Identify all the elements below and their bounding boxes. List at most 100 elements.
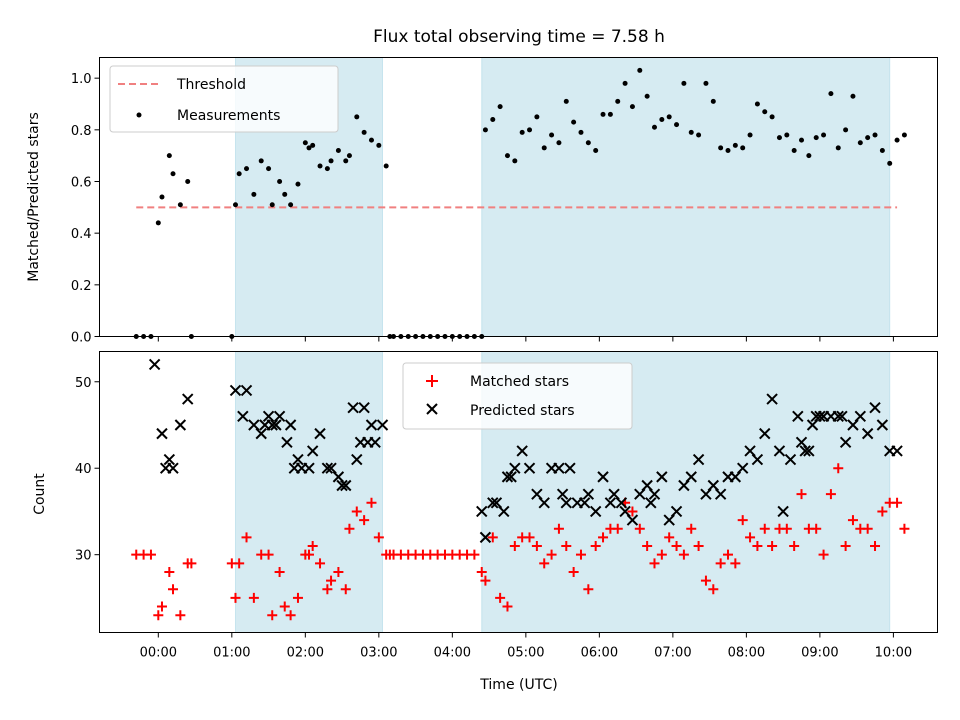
matched-star-point xyxy=(279,601,290,612)
matched-star-point xyxy=(480,575,491,586)
y-tick-label: 0.2 xyxy=(71,279,92,294)
measurement-point xyxy=(629,104,635,110)
predicted-star-point xyxy=(303,462,315,474)
measurement-point xyxy=(258,158,264,164)
predicted-star-point xyxy=(487,497,499,509)
predicted-star-point xyxy=(645,497,657,509)
matched-star-point xyxy=(796,489,807,500)
predicted-star-point xyxy=(582,488,595,500)
y-axis-label-top: Matched/Predicted stars xyxy=(26,112,42,282)
predicted-star-point xyxy=(714,488,727,500)
matched-star-point xyxy=(708,584,719,595)
legend-measurements-label: Measurements xyxy=(177,108,280,124)
y-tick-label: 0.0 xyxy=(71,331,92,346)
predicted-star-points xyxy=(148,358,903,544)
predicted-star-point xyxy=(281,436,293,448)
measurement-point xyxy=(615,98,621,104)
measurement-point xyxy=(843,127,849,133)
measurement-point xyxy=(541,145,547,151)
matched-star-point xyxy=(789,541,800,552)
measurement-point xyxy=(718,145,724,151)
matched-star-point xyxy=(664,532,675,543)
predicted-star-point xyxy=(347,401,359,414)
measurement-point xyxy=(310,142,316,148)
measurement-point xyxy=(762,109,768,115)
predicted-star-point xyxy=(777,505,789,518)
matched-star-point xyxy=(877,506,888,517)
count-panel: 30 40 50 00:00 01:00 02:00 03:00 04:00 05:00 06:… xyxy=(32,351,938,693)
matched-star-point xyxy=(752,541,763,552)
predicted-star-point xyxy=(376,419,389,431)
matched-star-point xyxy=(767,541,778,552)
matched-star-point xyxy=(847,515,858,526)
y-tick-label: 30 xyxy=(75,549,92,564)
ratio-panel: 0.0 0.2 0.4 0.6 0.8 1.0 Matched/Predicted sta… xyxy=(26,57,938,346)
predicted-star-point xyxy=(156,427,168,440)
matched-star-point xyxy=(373,532,384,543)
predicted-star-point xyxy=(578,497,591,509)
measurement-point xyxy=(813,135,819,141)
x-axis-ticks-bottom: 00:00 01:00 02:00 03:00 04:00 05:00 06:00 07:00… xyxy=(140,632,912,661)
matched-star-point xyxy=(487,532,498,543)
measurement-point xyxy=(901,132,907,138)
predicted-star-point xyxy=(626,514,639,526)
matched-star-point xyxy=(840,541,851,552)
predicted-star-point xyxy=(516,445,528,457)
matched-star-point xyxy=(509,541,520,552)
matched-star-point xyxy=(627,506,638,517)
measurement-point xyxy=(740,145,746,151)
measurement-point xyxy=(865,135,871,141)
predicted-star-point xyxy=(336,479,348,492)
legend-box-top xyxy=(109,65,339,133)
predicted-star-point xyxy=(670,505,683,518)
measurement-point xyxy=(637,67,643,73)
measurement-point xyxy=(159,194,165,200)
matched-star-point xyxy=(759,523,770,534)
y-tick-label: 50 xyxy=(75,376,92,391)
predicted-star-point xyxy=(509,462,521,474)
measurement-point xyxy=(376,142,382,148)
predicted-star-point xyxy=(736,462,749,474)
measurement-point xyxy=(534,114,540,120)
matched-star-point xyxy=(899,523,910,534)
matched-star-point xyxy=(267,610,278,621)
measurement-point xyxy=(277,179,283,184)
measurement-point xyxy=(346,153,352,159)
measurement-point xyxy=(556,140,562,146)
matched-star-point xyxy=(333,566,344,577)
matched-star-point xyxy=(546,549,557,560)
predicted-star-point xyxy=(604,497,617,509)
matched-star-point xyxy=(870,541,881,552)
legend-top: Threshold Measurements xyxy=(109,65,339,133)
matched-star-point xyxy=(811,523,822,534)
matched-star-point xyxy=(241,532,252,543)
legend-box-bottom xyxy=(402,362,633,430)
predicted-star-point xyxy=(358,401,370,414)
x-axis-label: Time (UTC) xyxy=(479,677,557,693)
x-tick-label: 02:00 xyxy=(287,646,324,661)
matched-star-point xyxy=(502,601,513,612)
matched-star-point xyxy=(561,541,572,552)
predicted-star-point xyxy=(314,427,326,440)
predicted-star-point xyxy=(148,358,161,371)
x-tick-label: 00:00 xyxy=(140,646,177,661)
measurement-point xyxy=(335,148,341,153)
measurement-point xyxy=(244,166,250,172)
x-tick-label: 04:00 xyxy=(434,646,471,661)
x-tick-label: 06:00 xyxy=(581,646,618,661)
predicted-star-point xyxy=(803,445,815,457)
matched-star-point xyxy=(649,558,660,569)
matched-star-point xyxy=(263,549,274,560)
matched-star-point xyxy=(568,566,579,577)
matched-star-point xyxy=(524,532,535,543)
legend-threshold-label: Threshold xyxy=(176,77,246,93)
measurement-point xyxy=(725,148,731,153)
matched-star-point xyxy=(693,541,704,552)
predicted-star-point xyxy=(229,384,242,397)
predicted-star-point xyxy=(766,393,778,405)
predicted-star-point xyxy=(292,453,304,466)
measurement-point xyxy=(732,142,738,148)
measurement-point xyxy=(776,135,782,141)
observing-band-1 xyxy=(481,57,891,337)
